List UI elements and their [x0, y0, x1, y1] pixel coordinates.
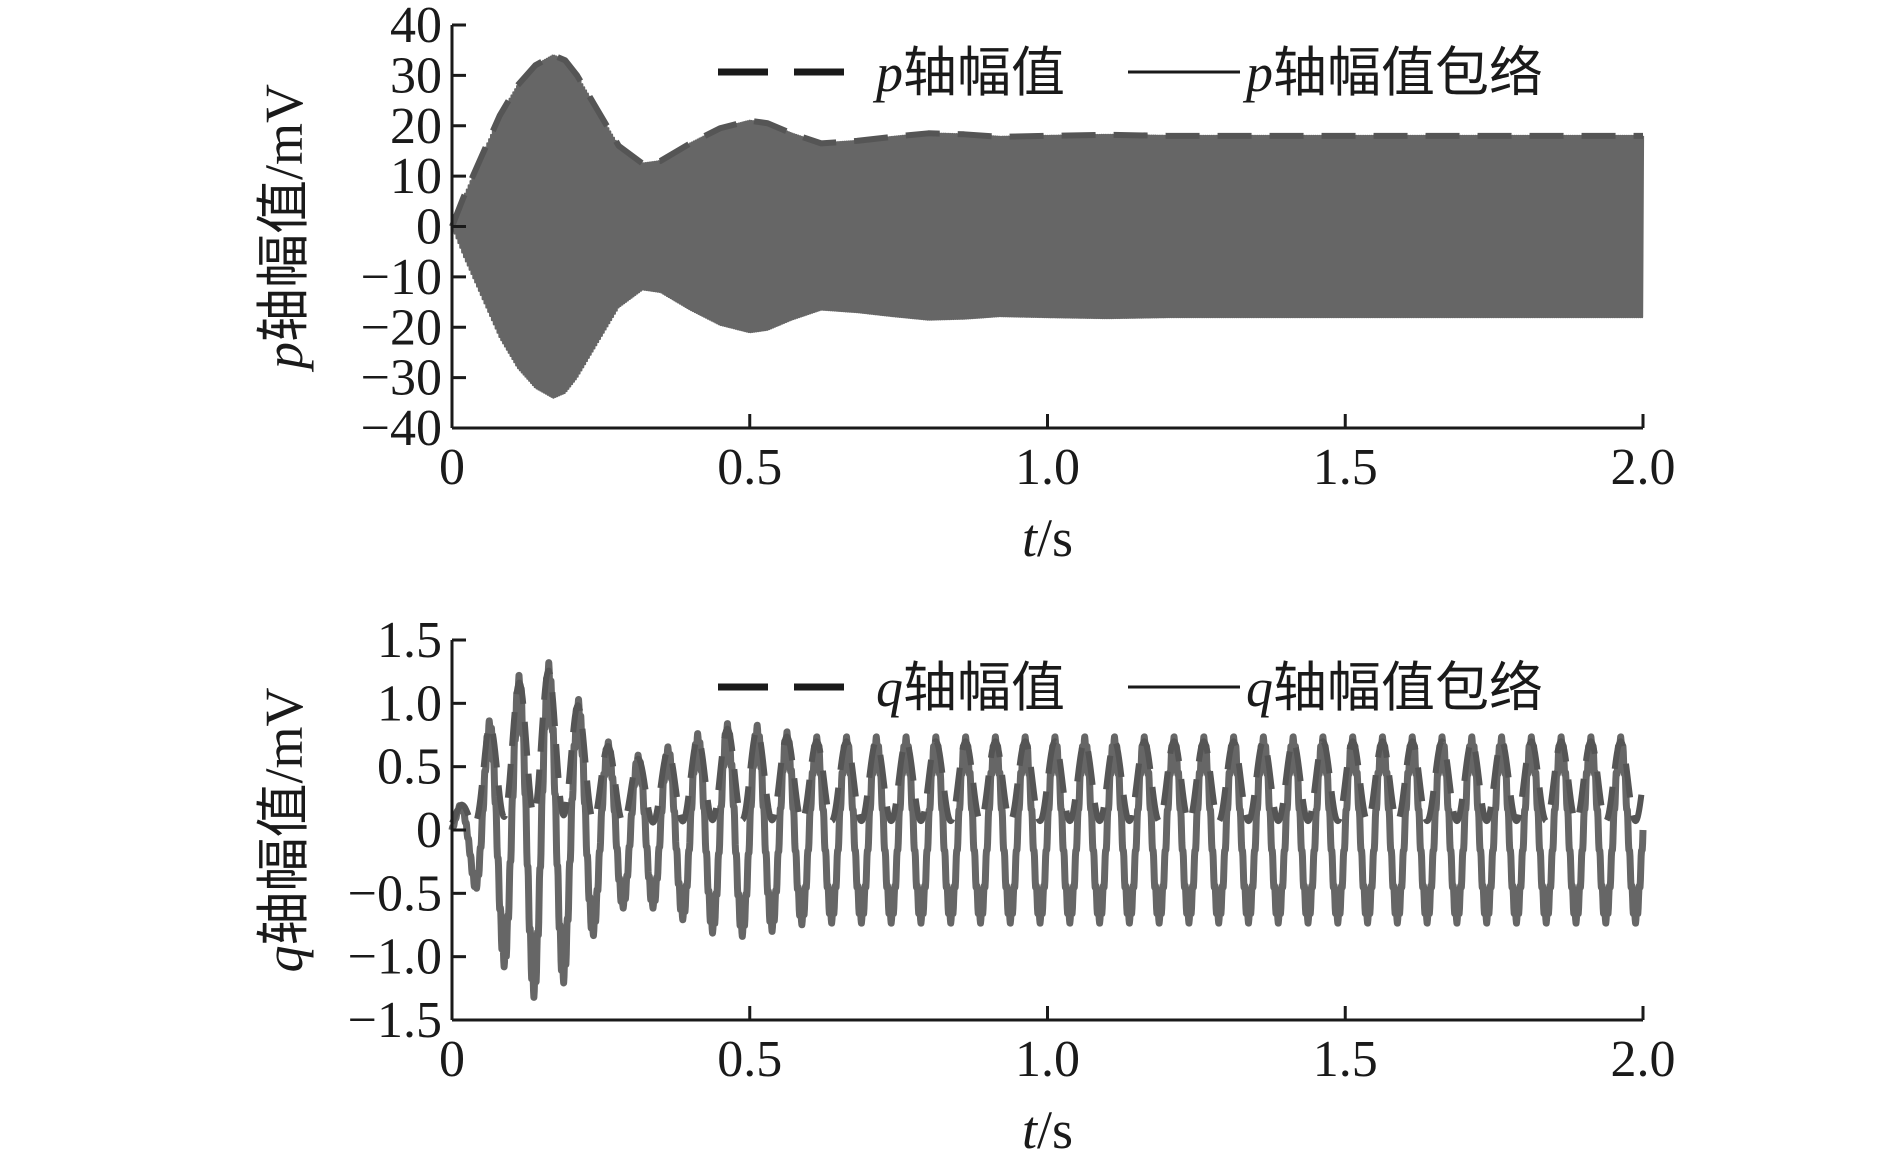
x-tick-label: 0.5 [717, 1031, 782, 1088]
x-tick-label: 2.0 [1611, 1031, 1676, 1088]
x-tick-label: 1.5 [1313, 439, 1378, 496]
y-tick-label: −1.0 [348, 929, 442, 986]
y-tick-label: −10 [361, 249, 442, 306]
y-tick-label: −40 [361, 400, 442, 457]
y-axis-title: q轴幅值/mV [254, 687, 314, 972]
legend: p轴幅值 p轴幅值包络 [718, 43, 1543, 103]
x-axis-title: t/s [1022, 1100, 1073, 1160]
y-tick-label: −20 [361, 299, 442, 356]
y-tick-label: −1.5 [348, 992, 442, 1049]
y-tick-label: 30 [390, 47, 442, 104]
x-tick-label: 1.5 [1313, 1031, 1378, 1088]
y-tick-label: 1.5 [377, 612, 442, 669]
x-tick-label: 0 [439, 439, 465, 496]
y-tick-label: 10 [390, 148, 442, 205]
legend-label-amplitude: p轴幅值 [872, 43, 1065, 103]
series-amplitude-line [448, 659, 1647, 1001]
legend: q轴幅值 q轴幅值包络 [718, 658, 1543, 718]
y-tick-label: 0 [416, 802, 442, 859]
x-tick-label: 1.0 [1015, 1031, 1080, 1088]
y-axis-title: p轴幅值/mV [254, 84, 314, 373]
y-tick-label: 20 [390, 98, 442, 155]
legend-label-amplitude: q轴幅值 [876, 658, 1065, 718]
y-tick-label: 0.5 [377, 739, 442, 796]
x-tick-label: 0.5 [717, 439, 782, 496]
legend-label-envelope: q轴幅值包络 [1246, 658, 1543, 718]
legend-label-envelope: p轴幅值包络 [1242, 43, 1543, 103]
x-axis-title: t/s [1022, 508, 1073, 568]
x-tick-label: 1.0 [1015, 439, 1080, 496]
y-tick-label: 0 [416, 199, 442, 256]
q-axis-panel: 1.51.00.50−0.5−1.0−1.50 0.5 1.0 1.5 2.0t/sq轴… [254, 612, 1676, 1160]
y-tick-label: −30 [361, 350, 442, 407]
y-tick-label: −0.5 [348, 865, 442, 922]
series-amplitude-line [450, 54, 1645, 399]
y-tick-label: 40 [390, 0, 442, 54]
x-tick-label: 2.0 [1611, 439, 1676, 496]
series-envelope-line [449, 667, 1646, 828]
x-tick-label: 0 [439, 1031, 465, 1088]
y-tick-label: 1.0 [377, 675, 442, 732]
